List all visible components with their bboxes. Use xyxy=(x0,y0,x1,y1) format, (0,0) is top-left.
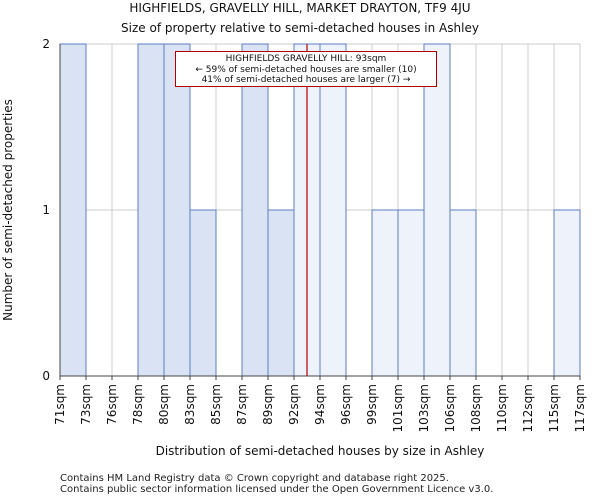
property-annotation-box: HIGHFIELDS GRAVELLY HILL: 93sqm ← 59% of… xyxy=(175,51,437,87)
annotation-line-1: HIGHFIELDS GRAVELLY HILL: 93sqm xyxy=(225,54,387,64)
x-tick-label: 85sqm xyxy=(209,384,223,425)
bar xyxy=(553,209,581,377)
x-tick-label: 103sqm xyxy=(417,384,431,432)
x-tick-label: 80sqm xyxy=(157,384,171,425)
annotation-line-2: ← 59% of semi-detached houses are smalle… xyxy=(195,64,417,75)
x-tick-label: 92sqm xyxy=(287,384,301,425)
x-tick-label: 110sqm xyxy=(495,384,509,432)
x-tick-label: 96sqm xyxy=(339,384,353,425)
x-tick-label: 76sqm xyxy=(105,384,119,425)
x-tick-label: 101sqm xyxy=(391,384,405,432)
chart-title: HIGHFIELDS, GRAVELLY HILL, MARKET DRAYTO… xyxy=(129,1,471,15)
x-tick-label: 78sqm xyxy=(131,384,145,425)
bar xyxy=(241,43,269,377)
x-tick-label: 106sqm xyxy=(443,384,457,432)
x-tick-label: 71sqm xyxy=(53,384,67,425)
x-tick-label: 108sqm xyxy=(469,384,483,432)
x-tick-label: 99sqm xyxy=(365,384,379,425)
annotation-line-3: 41% of semi-detached houses are larger (… xyxy=(201,75,411,85)
x-tick-label: 115sqm xyxy=(547,384,561,432)
bar xyxy=(319,43,347,377)
x-tick-label: 94sqm xyxy=(313,384,327,425)
y-axis-label: Number of semi-detached properties xyxy=(1,99,15,321)
y-tick-label: 0 xyxy=(42,369,50,383)
x-tick-label: 73sqm xyxy=(79,384,93,425)
bar xyxy=(59,43,87,377)
bar xyxy=(371,209,399,377)
bar xyxy=(423,43,451,377)
x-tick-label: 87sqm xyxy=(235,384,249,425)
x-tick-label: 89sqm xyxy=(261,384,275,425)
x-axis-label: Distribution of semi-detached houses by … xyxy=(155,444,485,458)
bar xyxy=(137,43,165,377)
y-tick-label: 2 xyxy=(42,37,50,51)
x-tick-label: 117sqm xyxy=(573,384,587,432)
y-tick-label: 1 xyxy=(42,203,50,217)
bar xyxy=(163,43,191,377)
x-tick-label: 112sqm xyxy=(521,384,535,432)
x-tick-label: 83sqm xyxy=(183,384,197,425)
footer-line-1: Contains HM Land Registry data © Crown c… xyxy=(60,473,449,484)
bar xyxy=(449,209,477,377)
footer-line-2: Contains public sector information licen… xyxy=(60,484,494,495)
chart-subtitle: Size of property relative to semi-detach… xyxy=(121,21,479,35)
bar xyxy=(267,209,295,377)
bar xyxy=(397,209,425,377)
bar xyxy=(189,209,217,377)
